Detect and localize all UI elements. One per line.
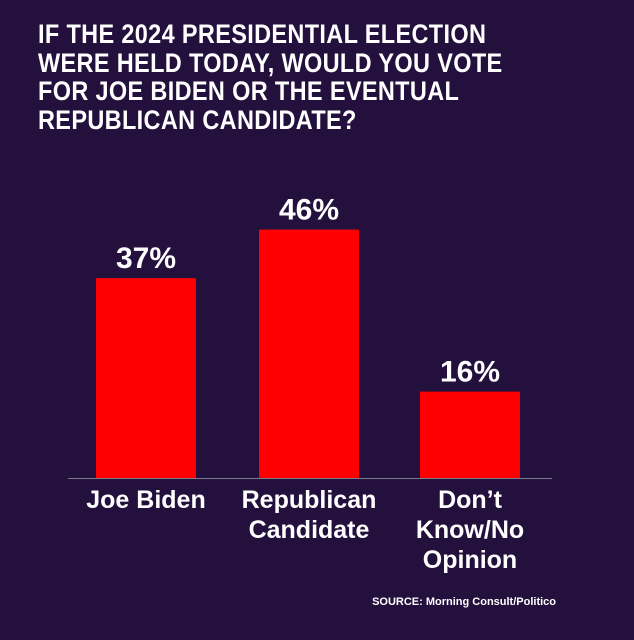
value-label-3: 16% [440,356,500,389]
title-line-4: REPUBLICAN CANDIDATE? [38,104,357,135]
bar-1 [96,278,196,478]
category-label-3-line-2: Know/No [416,516,524,544]
category-label-3-line-3: Opinion [423,546,517,574]
category-label-3-line-1: Don’t [438,486,503,514]
title-line-1: IF THE 2024 PRESIDENTIAL ELECTION [38,19,487,49]
source-note: SOURCE: Morning Consult/Politico [372,596,556,608]
value-label-2: 46% [279,194,339,227]
title-line-3: FOR JOE BIDEN OR THE EVENTUAL [38,76,460,106]
category-label-2-line-2: Candidate [249,516,370,544]
category-label-1-line-1: Joe Biden [86,486,205,514]
title-line-2: WERE HELD TODAY, WOULD YOU VOTE [38,47,503,78]
bar-2 [259,229,359,478]
value-label-1: 37% [116,242,176,275]
chart-title: IF THE 2024 PRESIDENTIAL ELECTION WERE H… [38,20,525,134]
bar-3 [420,391,520,478]
category-label-2-line-1: Republican [242,486,377,514]
